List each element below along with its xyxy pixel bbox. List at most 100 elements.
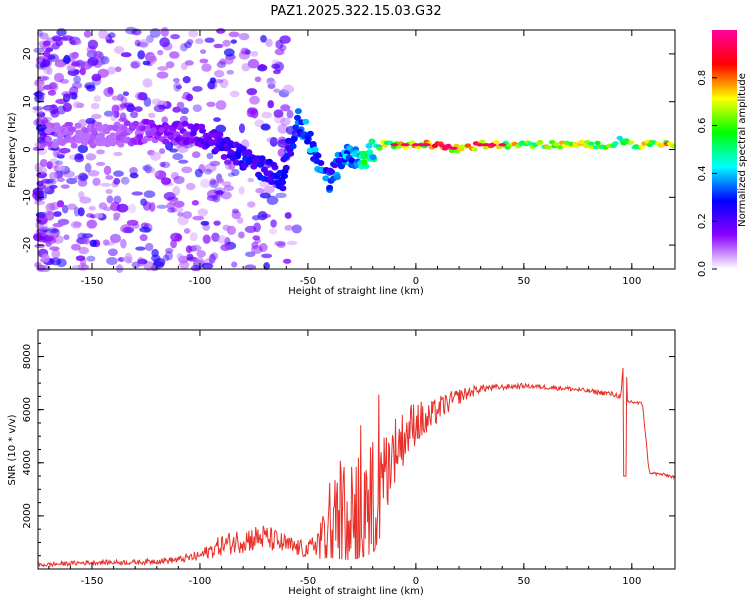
spectrogram-noise-blob: [35, 56, 46, 65]
spectrogram-ridge-cell: [588, 141, 595, 146]
spectrogram-noise-blob: [41, 57, 53, 68]
spectrogram-noise-blob: [227, 172, 235, 177]
spectrogram-ridge-cell: [167, 134, 175, 141]
spectrogram-noise-blob: [179, 115, 188, 123]
spectrogram-noise-blob: [113, 151, 123, 156]
snr-line: [37, 367, 675, 568]
spectrogram-noise-blob: [34, 190, 43, 198]
spectrogram-noise-blob: [238, 186, 245, 195]
spectrogram-noise-blob: [276, 241, 286, 249]
spectrogram-noise-blob: [188, 30, 199, 38]
spectrogram-noise-blob: [213, 69, 225, 78]
spectrogram-noise-blob: [231, 208, 239, 214]
spectrogram-noise-blob: [36, 75, 48, 82]
spectrogram-noise-blob: [56, 154, 65, 159]
spectrogram-noise-blob: [43, 50, 51, 58]
spectrogram-noise-blob: [80, 174, 89, 180]
spectrogram-noise-blob: [86, 219, 98, 229]
spectrogram-ridge-cell: [111, 124, 119, 131]
spectrogram-noise-blob: [79, 257, 87, 267]
spectrogram-noise-blob: [93, 50, 103, 59]
spectrogram-noise-blob: [45, 202, 56, 212]
spectrogram-noise-blob: [93, 212, 104, 219]
spectrogram-ridge-cell: [281, 173, 288, 180]
spectrogram-noise-blob: [134, 106, 143, 112]
spectrogram-noise-blob: [136, 256, 145, 267]
spectrogram-noise-blob: [33, 47, 45, 54]
snr-xtick-label: 0: [413, 576, 419, 587]
spectrogram-noise-blob: [71, 81, 83, 89]
spectrogram-noise-blob: [158, 104, 166, 110]
spectrogram-noise-blob: [68, 92, 78, 100]
spectrogram-noise-blob: [200, 178, 211, 188]
spectrogram-ridge-cell: [306, 130, 314, 137]
spectrogram-noise-blob: [176, 253, 183, 261]
spectrogram-ridge-cell: [181, 120, 189, 127]
spectrogram-noise-blob: [137, 50, 146, 60]
spectrogram-noise-blob: [160, 161, 171, 169]
spectrogram-ridge-cell: [304, 138, 311, 145]
spectrogram-noise-blob: [62, 93, 71, 103]
spectrogram-noise-blob: [267, 100, 275, 109]
spectrogram-noise-blob: [176, 101, 185, 109]
spectrogram-noise-blob: [266, 195, 279, 205]
spectrogram-ridge-cell: [369, 154, 377, 161]
spectrogram-ridge-cell: [302, 118, 310, 125]
spectrogram-noise-blob: [260, 35, 267, 43]
spectrogram-ridge-cell: [594, 140, 601, 146]
spectrogram-noise-blob: [42, 40, 51, 47]
spectrogram-noise-blob: [49, 228, 59, 234]
spectrogram-noise-blob: [111, 104, 120, 114]
spectrogram-noise-blob: [35, 124, 48, 132]
spectrogram-noise-blob: [91, 113, 102, 120]
spectrogram-noise-blob: [37, 92, 46, 100]
spectrogram-noise-blob: [204, 163, 217, 173]
spectrogram-noise-blob: [154, 170, 167, 180]
spectrogram-noise-blob: [66, 177, 78, 185]
spectrogram-noise-blob: [167, 207, 176, 213]
spectrogram-noise-blob: [137, 258, 148, 265]
spectrogram-noise-blob: [269, 136, 278, 147]
colorbar-ticks: 0.0 0.2 0.4 0.6 0.8: [697, 70, 717, 277]
spectrogram-noise-blob: [247, 107, 258, 115]
spectrogram-noise-blob: [35, 117, 43, 127]
spectrogram-noise-blob: [120, 52, 132, 58]
spectrogram-ridge-cell: [287, 150, 295, 157]
spectrogram-ytick-label: 10: [22, 95, 33, 108]
spectrogram-noise-blob: [274, 48, 285, 56]
spectrogram-noise-blob: [147, 55, 157, 63]
spectrogram-noise-blob: [191, 200, 200, 206]
spectrogram-ridge-cell: [58, 140, 66, 146]
spectrogram-noise-blob: [176, 144, 189, 154]
spectrogram-noise-blob: [47, 89, 57, 96]
spectrogram-noise-blob: [219, 78, 229, 89]
spectrogram-noise-blob: [145, 166, 155, 174]
spectrogram-ridge-cell: [216, 131, 224, 138]
spectrogram-noise-blob: [223, 159, 232, 165]
spectrogram-noise-blob: [75, 255, 86, 262]
spectrogram-ridge-cell: [282, 164, 290, 171]
spectrogram-ridge-cell: [109, 140, 117, 147]
spectrogram-noise-blob: [139, 38, 149, 49]
spectrogram-ridge-cell: [592, 145, 600, 150]
spectrogram-ridge-cell: [220, 154, 228, 160]
spectrogram-noise-blob: [170, 33, 181, 40]
spectrogram-noise-blob: [197, 208, 208, 217]
spectrogram-noise-blob: [113, 170, 124, 177]
snr-xtick-label: -50: [300, 576, 316, 587]
spectrogram-noise-blob: [149, 151, 162, 161]
spectrogram-noise-blob: [160, 177, 172, 185]
spectrogram-noise-blob: [86, 84, 96, 92]
spectrogram-noise-blob: [36, 215, 48, 225]
spectrogram-noise-blob: [201, 63, 212, 72]
spectrogram-noise-blob: [113, 45, 125, 55]
spectrogram-ridge-cell: [471, 146, 478, 152]
spectrogram-peak-cell: [498, 143, 507, 147]
spectrogram-noise-blob: [90, 102, 100, 110]
spectrogram-noise-blob: [280, 104, 291, 112]
spectrogram-ridge-cell: [545, 145, 552, 150]
spectrogram-noise-blob: [148, 112, 156, 118]
spectrogram-xtick-label: -50: [300, 276, 316, 287]
